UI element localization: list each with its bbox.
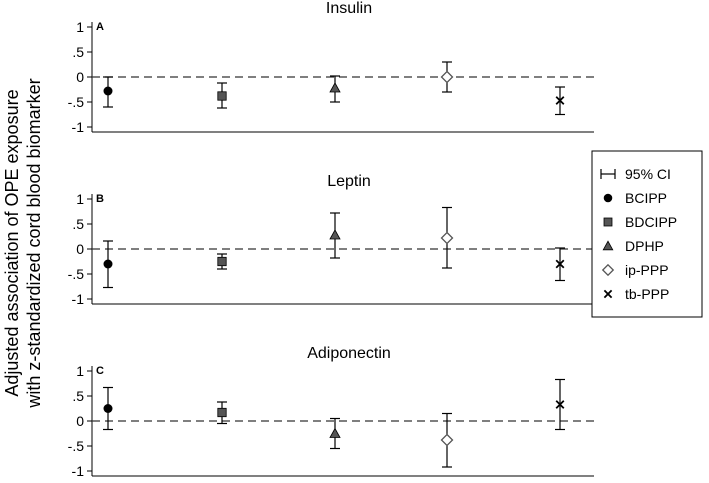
legend-marker-bcipp	[603, 193, 613, 203]
y-axis-title-line-2: with z-standardized cord blood biomarker	[24, 78, 44, 408]
y-tick-label: .5	[72, 216, 84, 232]
point-tb-ppp	[555, 96, 565, 105]
y-tick-label: 0	[76, 241, 84, 257]
legend-label-bdcipp: BDCIPP	[625, 214, 677, 230]
y-tick-label: -.5	[68, 438, 85, 454]
y-tick-label: -1	[72, 119, 85, 135]
point-dphp	[329, 82, 341, 93]
legend-label-ip-ppp: ip-PPP	[625, 262, 669, 278]
panel-title: Adiponectin	[307, 345, 391, 362]
panel-leptin: Leptin B1 .5 0 -.5 -1	[68, 173, 594, 307]
panel-label: A	[96, 21, 104, 33]
panel-label: B	[96, 193, 104, 205]
y-tick-label: .5	[72, 388, 84, 404]
legend-marker-tb-ppp	[603, 289, 613, 299]
legend-label-bcipp: BCIPP	[625, 190, 667, 206]
legend-marker-ci	[600, 169, 616, 179]
panel-insulin: Insulin A1 .5 0 -.5 -1	[68, 0, 594, 135]
point-ip-ppp	[440, 231, 454, 245]
legend-marker-ip-ppp	[601, 263, 615, 277]
legend-label-tb-ppp: tb-PPP	[625, 286, 669, 302]
panel-title: Insulin	[326, 0, 372, 17]
point-tb-ppp	[555, 400, 565, 409]
point-tb-ppp	[555, 259, 565, 269]
point-bcipp	[103, 86, 113, 96]
point-ip-ppp	[440, 70, 454, 84]
y-tick-label: 0	[76, 413, 84, 429]
y-axis-title-line-1: Adjusted association of OPE exposure	[2, 89, 22, 396]
point-dphp	[329, 427, 341, 438]
y-tick-label: 1	[76, 19, 84, 35]
point-bdcipp	[217, 91, 227, 101]
y-tick-label: -1	[72, 463, 85, 479]
point-bdcipp	[217, 256, 227, 267]
panel-adiponectin: Adiponectin C1 .5 0 -.5 -1	[68, 345, 594, 479]
legend: 95% CI BCIPP BDCIPP DPHP ip-PPP tb-PPP	[591, 150, 703, 318]
y-tick-label: 0	[76, 69, 84, 85]
y-tick-label: -.5	[68, 94, 85, 110]
y-tick-label: -.5	[68, 266, 85, 282]
point-bcipp	[103, 259, 113, 269]
point-bdcipp	[217, 407, 227, 418]
y-axis-title: Adjusted association of OPE exposure wit…	[2, 78, 44, 408]
panel-label: C	[96, 365, 104, 377]
legend-label-dphp: DPHP	[625, 238, 664, 254]
y-tick-label: -1	[72, 291, 85, 307]
panel-title: Leptin	[327, 173, 371, 190]
y-tick-label: 1	[76, 191, 84, 207]
point-bcipp	[103, 404, 113, 413]
point-ip-ppp	[440, 433, 454, 447]
legend-box	[591, 150, 703, 318]
panels: InsulinA1.50-.5-1LeptinB1.50-.5-1Adipone…	[68, 0, 594, 479]
legend-marker-dphp	[602, 240, 614, 251]
y-tick-label: .5	[72, 44, 84, 60]
y-tick-label: 1	[76, 363, 84, 379]
point-dphp	[329, 229, 341, 240]
legend-marker-bdcipp	[603, 217, 613, 227]
legend-label-95-ci: 95% CI	[625, 166, 671, 182]
